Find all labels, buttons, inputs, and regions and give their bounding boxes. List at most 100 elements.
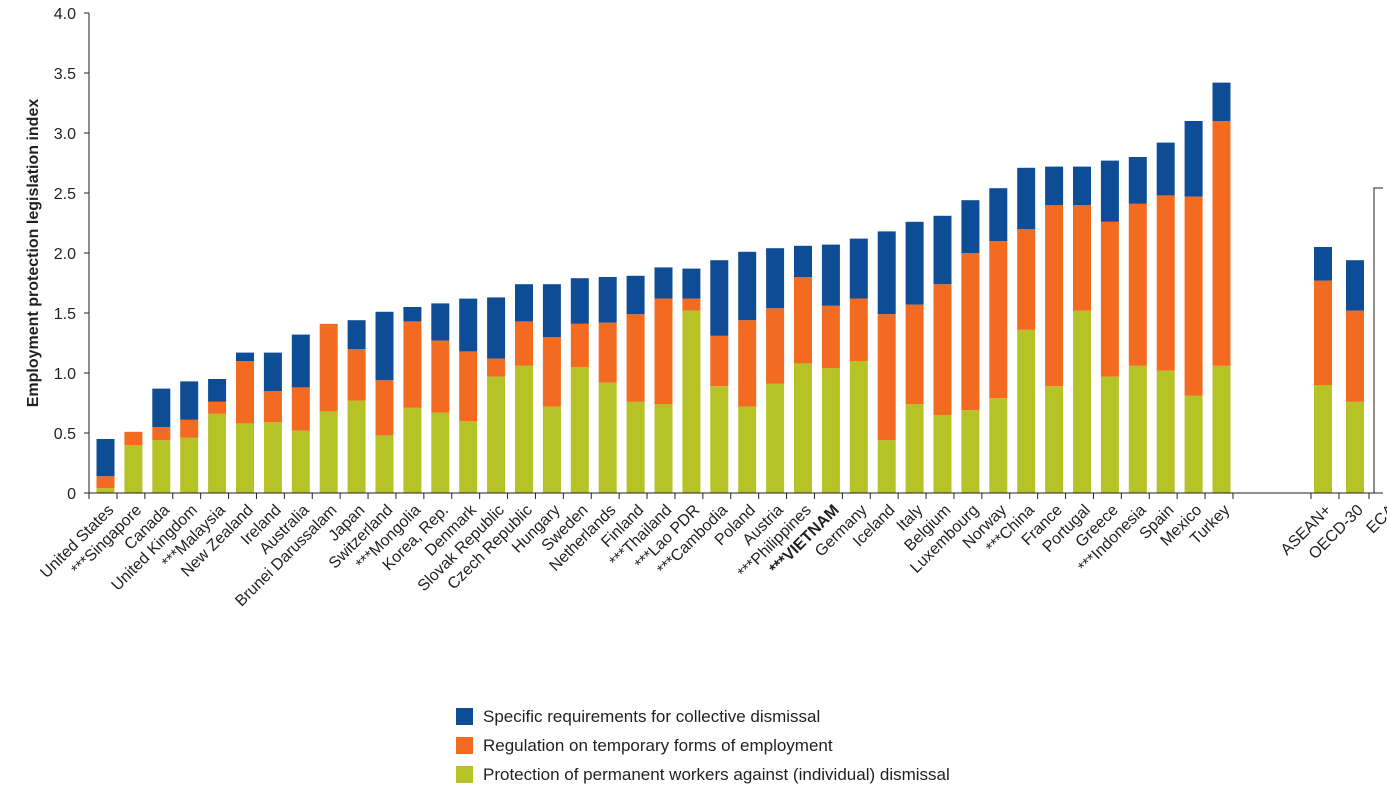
bar-portugal-series-0 xyxy=(1073,310,1091,493)
bar-china-series-2 xyxy=(1017,167,1036,229)
bar-thailand-series-0 xyxy=(654,404,673,493)
bar-lao-pdr-series-0 xyxy=(682,310,701,493)
bar-belgium-series-1 xyxy=(933,284,952,415)
bar-canada-series-1 xyxy=(152,427,171,441)
y-tick-label: 0 xyxy=(67,486,76,503)
bar-new-zealand-series-0 xyxy=(236,423,254,493)
bar-oecd-30-series-0 xyxy=(1346,401,1364,493)
bar-finland-series-2 xyxy=(626,275,645,315)
bar-malaysia-series-0 xyxy=(208,413,227,493)
bar-france-series-0 xyxy=(1045,386,1064,493)
bar-netherlands-series-2 xyxy=(598,277,617,323)
bar-poland-series-0 xyxy=(738,406,757,493)
bar-switzerland-series-1 xyxy=(375,380,394,436)
legend-label-temporary: Regulation on temporary forms of employm… xyxy=(483,735,833,755)
y-axis: 0 0.5 1.0 1.5 2.0 2.5 3.0 3.5 4.0 xyxy=(54,6,90,503)
y-axis-title: Employment protection legislation index xyxy=(25,99,42,408)
bar-singapore-series-0 xyxy=(124,445,143,493)
bar-poland-series-1 xyxy=(738,320,757,407)
bar-brunei-darussalam-series-1 xyxy=(319,323,338,412)
bar-mongolia-series-0 xyxy=(403,407,422,493)
bar-japan-series-1 xyxy=(347,349,366,401)
bar-hungary-series-2 xyxy=(542,284,561,337)
bar-italy-series-2 xyxy=(905,221,924,305)
bar-slovak-republic-series-0 xyxy=(487,376,506,493)
bar-italy-series-0 xyxy=(905,404,924,493)
bar-malaysia-series-2 xyxy=(208,379,227,402)
y-tick-label: 1.0 xyxy=(54,366,76,383)
bar-sweden-series-0 xyxy=(570,367,589,493)
bar-mexico-series-1 xyxy=(1184,196,1203,396)
bar-portugal-series-1 xyxy=(1073,205,1091,311)
bar-finland-series-0 xyxy=(626,401,645,493)
bar-sweden-series-1 xyxy=(570,323,589,367)
bar-iceland-series-1 xyxy=(877,314,896,441)
bar-china-series-0 xyxy=(1017,329,1036,493)
bar-asean-series-1 xyxy=(1314,280,1332,385)
bar-finland-series-1 xyxy=(626,314,645,402)
bar-united-states-series-1 xyxy=(96,476,115,489)
bar-philippines-series-2 xyxy=(794,245,812,277)
legend-item-collective-dismissal: Specific requirements for collective dis… xyxy=(456,702,950,731)
bar-portugal-series-2 xyxy=(1073,166,1091,205)
bar-korea-rep-series-0 xyxy=(431,412,450,493)
bar-denmark-series-1 xyxy=(459,351,478,421)
legend-swatch-permanent xyxy=(456,766,473,783)
bar-vietnam-series-1 xyxy=(821,305,840,369)
bar-luxembourg-series-1 xyxy=(961,253,980,411)
bar-japan-series-0 xyxy=(347,400,366,493)
bar-lao-pdr-series-2 xyxy=(682,268,701,299)
bar-singapore-series-1 xyxy=(124,431,143,445)
bar-czech-republic-series-1 xyxy=(515,321,533,366)
bar-belgium-series-2 xyxy=(933,215,952,285)
bar-united-states-series-0 xyxy=(96,488,115,493)
bar-vietnam-series-2 xyxy=(821,244,840,306)
bar-united-kingdom-series-1 xyxy=(180,419,199,438)
bar-norway-series-0 xyxy=(989,398,1008,493)
y-tick-label: 3.0 xyxy=(54,126,76,143)
bar-thailand-series-1 xyxy=(654,298,673,405)
bar-germany-series-2 xyxy=(849,238,868,299)
x-tick-label-eca: ECA xyxy=(1364,502,1387,538)
bar-united-kingdom-series-2 xyxy=(180,381,199,420)
bar-malaysia-series-1 xyxy=(208,401,227,414)
bar-france-series-2 xyxy=(1045,166,1064,205)
bar-korea-rep-series-1 xyxy=(431,340,450,413)
bar-greece-series-0 xyxy=(1100,376,1119,493)
bar-france-series-1 xyxy=(1045,205,1064,387)
bar-turkey-series-2 xyxy=(1212,82,1231,121)
bar-switzerland-series-0 xyxy=(375,435,394,493)
bar-cambodia-series-2 xyxy=(710,260,729,336)
bar-spain-series-0 xyxy=(1156,370,1175,493)
bar-china-series-1 xyxy=(1017,229,1036,330)
legend-label-collective: Specific requirements for collective dis… xyxy=(483,706,821,726)
legend-swatch-temporary xyxy=(456,737,473,754)
bar-vietnam-series-0 xyxy=(821,368,840,493)
bar-iceland-series-0 xyxy=(877,440,896,493)
bar-hungary-series-0 xyxy=(542,406,561,493)
bar-spain-series-2 xyxy=(1156,142,1175,196)
bar-indonesia-series-2 xyxy=(1128,157,1147,204)
bar-asean-series-0 xyxy=(1314,385,1332,493)
bar-turkey-series-0 xyxy=(1212,365,1231,493)
bar-denmark-series-0 xyxy=(459,421,478,493)
bar-austria-series-0 xyxy=(766,383,785,493)
bar-slovak-republic-series-2 xyxy=(487,297,506,359)
bar-norway-series-1 xyxy=(989,241,1008,399)
y-tick-label: 3.5 xyxy=(54,66,76,83)
y-tick-label: 2.5 xyxy=(54,186,76,203)
bar-asean-series-2 xyxy=(1314,247,1332,281)
bar-japan-series-2 xyxy=(347,320,366,349)
bar-new-zealand-series-2 xyxy=(236,352,254,361)
bar-sweden-series-2 xyxy=(570,278,589,324)
bar-canada-series-2 xyxy=(152,388,171,427)
bar-norway-series-2 xyxy=(989,188,1008,241)
bar-australia-series-1 xyxy=(291,387,310,431)
bar-greece-series-1 xyxy=(1100,221,1119,377)
eca-bracket xyxy=(1373,187,1383,493)
y-tick-label: 4.0 xyxy=(54,6,76,23)
bar-czech-republic-series-0 xyxy=(515,365,533,493)
y-tick-label: 2.0 xyxy=(54,246,76,263)
